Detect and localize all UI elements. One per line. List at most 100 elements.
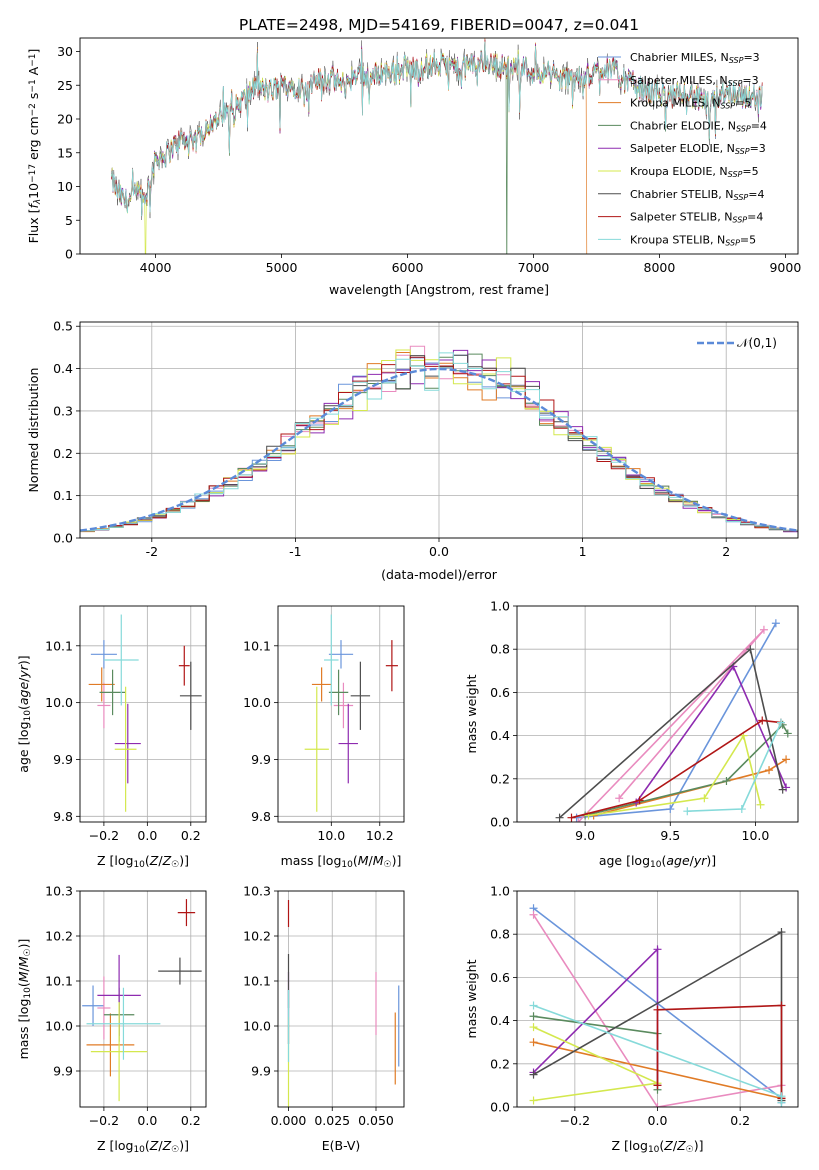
y-tick-label: 0.6 xyxy=(490,970,510,985)
weight-point-marker xyxy=(700,794,709,803)
plot-area xyxy=(111,38,763,254)
legend-label: Salpeter STELIB, NSSP=4 xyxy=(630,211,763,225)
x-tick-label: -1 xyxy=(289,544,301,559)
axes-frame xyxy=(79,321,799,539)
spectrum-series-line xyxy=(111,41,763,217)
weight-point-marker xyxy=(776,718,785,727)
axes-frame xyxy=(516,890,799,1108)
x-tick-label: 0.0 xyxy=(137,1113,157,1128)
y-tick-label: 9.8 xyxy=(53,809,73,824)
x-axis-label: Z [log10(Z/Z☉)] xyxy=(97,1138,189,1155)
residuals-panel: -2 -1 0.0 1 2 0.0 0.1 0.2 0.3 0.4 0.5 𝒩(0,1) (data-m… xyxy=(26,319,799,582)
legend-label: Chabrier MILES, NSSP=3 xyxy=(630,51,760,65)
y-tick-label: 0.4 xyxy=(490,728,510,743)
x-tick-label: 0.2 xyxy=(730,1113,750,1128)
x-tick-label: 0.0 xyxy=(429,544,449,559)
y-tick-label: 10.2 xyxy=(243,929,271,944)
y-tick-label: 10.0 xyxy=(45,695,73,710)
weight-point-marker xyxy=(782,783,791,792)
weight-point-marker xyxy=(783,729,792,738)
x-tick-label: 10.0 xyxy=(317,828,345,843)
x-tick-label: −0.2 xyxy=(89,1113,119,1128)
x-tick-label: 5000 xyxy=(266,260,298,275)
weight-point-marker xyxy=(574,818,583,822)
y-tick-label: 10.1 xyxy=(243,974,271,989)
weight-point-marker xyxy=(567,813,576,822)
weight-point-marker xyxy=(758,716,767,725)
weight-point-marker xyxy=(529,1038,538,1047)
y-tick-label: 0.6 xyxy=(490,685,510,700)
y-tick-label: 5 xyxy=(65,213,73,228)
legend-label: Kroupa MILES, NSSP=5 xyxy=(630,97,751,111)
legend-label: Salpeter ELODIE, NSSP=3 xyxy=(630,142,766,156)
weight-series-line xyxy=(577,629,765,822)
y-axis-label: age [log10(age/yr)] xyxy=(16,655,33,772)
y-tick-label: 1.0 xyxy=(490,884,510,899)
weight-point-marker xyxy=(615,794,624,803)
weight-point-marker xyxy=(759,625,768,634)
y-axis-label: Normed distribution xyxy=(26,368,41,493)
weight-point-marker xyxy=(529,1096,538,1105)
x-tick-label: 6000 xyxy=(392,260,424,275)
x-tick-label: 1 xyxy=(579,544,587,559)
x-tick-label: 9000 xyxy=(769,260,801,275)
axes-frame xyxy=(79,890,207,1108)
legend-label: Chabrier ELODIE, NSSP=4 xyxy=(630,119,767,133)
weight-point-marker xyxy=(529,1001,538,1010)
x-axis-label: (data-model)/error xyxy=(381,567,498,582)
y-tick-label: 0.0 xyxy=(490,815,510,830)
x-axis-label: E(B-V) xyxy=(322,1138,361,1153)
x-tick-label: 9.0 xyxy=(575,828,595,843)
age-vs-mass-panel: 10.0 10.2 9.8 9.9 10.0 10.1 mass [log10(M/M☉)] xyxy=(243,605,405,870)
y-tick-label: 20 xyxy=(57,112,73,127)
y-tick-label: 10.1 xyxy=(243,638,271,653)
y-tick-label: 0.8 xyxy=(490,927,510,942)
y-tick-label: 9.8 xyxy=(251,809,271,824)
x-tick-label: 10.0 xyxy=(742,828,770,843)
figure-title: PLATE=2498, MJD=54169, FIBERID=0047, z=0… xyxy=(239,16,639,34)
y-tick-label: 0 xyxy=(65,247,73,262)
weight-point-marker xyxy=(635,796,644,805)
legend-label: 𝒩(0,1) xyxy=(737,336,777,350)
grid-lines xyxy=(80,890,206,1107)
x-tick-label: 0.025 xyxy=(314,1113,350,1128)
grid-lines xyxy=(278,606,404,822)
weight-vs-z-panel: −0.2 0.0 0.2 0.0 0.2 0.4 0.6 0.8 1.0 Z [log10(Z/Z… xyxy=(464,884,799,1155)
y-tick-label: 10.1 xyxy=(45,974,73,989)
x-tick-label: 2 xyxy=(722,544,730,559)
weight-series-line xyxy=(588,733,762,817)
y-tick-label: 10.3 xyxy=(243,884,271,899)
normal-reference-curve xyxy=(80,367,798,532)
legend-label: Chabrier STELIB, NSSP=4 xyxy=(630,188,764,202)
x-axis-label: Z [log10(Z/Z☉)] xyxy=(611,1138,703,1155)
spectrum-panel: 4000 5000 6000 7000 8000 9000 0 5 10 15 20 25 30 Chab… xyxy=(26,37,801,297)
y-tick-label: 10.3 xyxy=(45,884,73,899)
x-tick-label: 0.050 xyxy=(358,1113,394,1128)
y-axis-label: mass weight xyxy=(464,674,479,753)
mass-vs-ebv-panel: 0.000 0.025 0.050 9.9 10.0 10.1 10.2 10.3 E(B-V) xyxy=(243,884,405,1153)
weight-point-marker xyxy=(746,645,755,654)
y-tick-label: 10 xyxy=(57,179,73,194)
y-tick-label: 9.9 xyxy=(53,752,73,767)
y-tick-label: 25 xyxy=(57,78,73,93)
y-tick-label: 0.0 xyxy=(53,531,73,546)
x-tick-label: 8000 xyxy=(644,260,676,275)
weight-point-marker xyxy=(722,776,731,785)
weight-point-marker xyxy=(653,1081,662,1090)
weight-point-marker xyxy=(771,619,780,628)
y-axis-label: mass [log10(M/M☉)] xyxy=(16,939,33,1060)
axes-frame xyxy=(516,605,799,823)
y-tick-label: 0.1 xyxy=(53,488,73,503)
weight-point-marker xyxy=(756,800,765,809)
legend-label: Kroupa ELODIE, NSSP=5 xyxy=(630,165,759,179)
axes-frame xyxy=(277,890,405,1108)
y-tick-label: 30 xyxy=(57,44,73,59)
weight-point-marker xyxy=(529,1012,538,1021)
y-tick-label: 0.2 xyxy=(490,1056,510,1071)
plot-area xyxy=(529,904,786,1107)
weight-point-marker xyxy=(529,1070,538,1079)
y-tick-label: 9.9 xyxy=(251,752,271,767)
x-tick-label: 9.5 xyxy=(660,828,680,843)
weight-vs-age-panel: 9.0 9.5 10.0 0.0 0.2 0.4 0.6 0.8 1.0 age [log10(a… xyxy=(464,599,799,870)
